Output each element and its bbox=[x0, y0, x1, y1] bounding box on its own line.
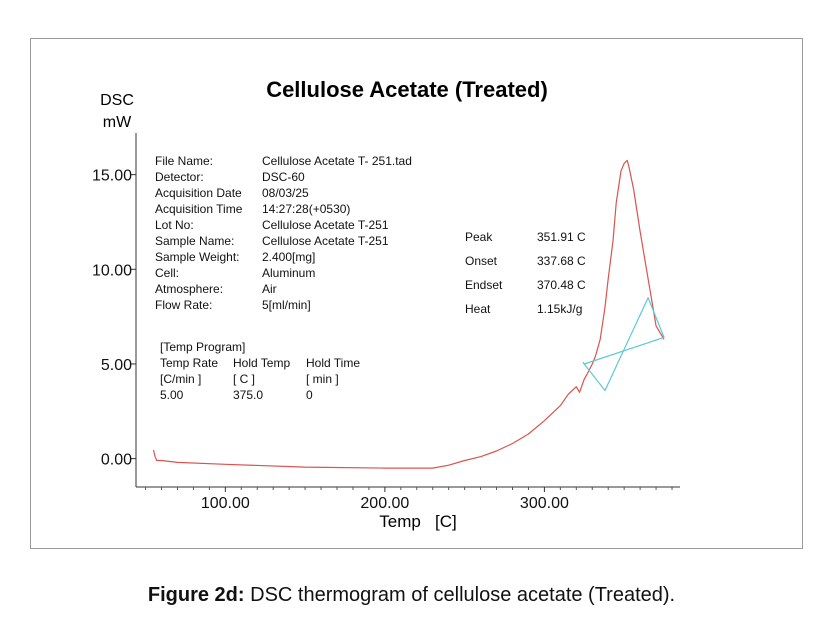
info-value: Aluminum bbox=[262, 266, 315, 280]
info-value: Cellulose Acetate T- 251.tad bbox=[262, 154, 412, 168]
caption-text: DSC thermogram of cellulose acetate (Tre… bbox=[244, 584, 676, 606]
temp-program-header: Hold Temp bbox=[233, 356, 290, 370]
result-key: Heat bbox=[465, 302, 491, 316]
x-tick-label: 200.00 bbox=[360, 495, 409, 512]
result-value: 337.68 C bbox=[537, 254, 586, 268]
x-axis-label: Temp [C] bbox=[379, 512, 456, 531]
info-value: DSC-60 bbox=[262, 170, 305, 184]
analysis-construction-line bbox=[582, 297, 665, 392]
info-value: 08/03/25 bbox=[262, 186, 309, 200]
y-tick-label: 0.00 bbox=[101, 452, 132, 469]
info-key: Flow Rate: bbox=[155, 298, 212, 312]
x-tick-label: 100.00 bbox=[201, 495, 250, 512]
dsc-curve-line bbox=[152, 159, 665, 469]
figure-frame bbox=[30, 38, 803, 549]
info-value: 2.400[mg] bbox=[262, 250, 315, 264]
result-key: Peak bbox=[465, 230, 493, 244]
temp-program-value: 5.00 bbox=[160, 388, 184, 402]
info-value: 5[ml/min] bbox=[262, 298, 311, 312]
info-value: Cellulose Acetate T-251 bbox=[262, 234, 389, 248]
info-key: Lot No: bbox=[155, 218, 194, 232]
info-key: Acquisition Date bbox=[155, 186, 242, 200]
info-value: 14:27:28(+0530) bbox=[262, 202, 350, 216]
temp-program-title: [Temp Program] bbox=[160, 340, 245, 354]
temp-program-unit: [ C ] bbox=[233, 372, 255, 386]
figure-caption: Figure 2d: DSC thermogram of cellulose a… bbox=[0, 584, 823, 607]
info-key: Cell: bbox=[155, 266, 179, 280]
y-tick-label: 5.00 bbox=[101, 357, 132, 374]
temp-program-value: 0 bbox=[306, 388, 313, 402]
temp-program-header: Hold Time bbox=[306, 356, 360, 370]
result-key: Endset bbox=[465, 278, 503, 292]
info-key: Atmosphere: bbox=[155, 282, 223, 296]
info-block: File Name: Cellulose Acetate T- 251.tad De… bbox=[155, 154, 412, 312]
result-key: Onset bbox=[465, 254, 498, 268]
result-value: 370.48 C bbox=[537, 278, 586, 292]
info-key: Detector: bbox=[155, 170, 204, 184]
info-key: File Name: bbox=[155, 154, 213, 168]
info-value: Cellulose Acetate T-251 bbox=[262, 218, 389, 232]
y-tick-label: 10.00 bbox=[92, 262, 132, 279]
caption-label: Figure 2d: bbox=[147, 584, 245, 606]
axis-ticks: 100.00 200.00 300.00 0.00 5.00 10.00 15.00 bbox=[92, 168, 673, 512]
chart-title: Cellulose Acetate (Treated) bbox=[266, 77, 548, 102]
info-key: Acquisition Time bbox=[155, 202, 243, 216]
series-layer bbox=[152, 159, 665, 469]
info-value: Air bbox=[262, 282, 277, 296]
temp-program-header: Temp Rate bbox=[160, 356, 218, 370]
results-block: Peak 351.91 C Onset 337.68 C Endset 370.48 C H… bbox=[465, 230, 586, 316]
x-tick-label: 300.00 bbox=[520, 495, 569, 512]
temp-program-value: 375.0 bbox=[233, 388, 263, 402]
info-key: Sample Weight: bbox=[155, 250, 240, 264]
result-value: 351.91 C bbox=[537, 230, 586, 244]
temp-program-block: [Temp Program] Temp Rate Hold Temp Hold Tim… bbox=[160, 340, 360, 402]
result-value: 1.15kJ/g bbox=[537, 302, 582, 316]
y-axis-label-line2: mW bbox=[103, 114, 132, 131]
temp-program-unit: [ min ] bbox=[306, 372, 339, 386]
y-axis-label-line1: DSC bbox=[100, 92, 134, 109]
temp-program-unit: [C/min ] bbox=[160, 372, 201, 386]
info-key: Sample Name: bbox=[155, 234, 234, 248]
y-tick-label: 15.00 bbox=[92, 168, 132, 185]
